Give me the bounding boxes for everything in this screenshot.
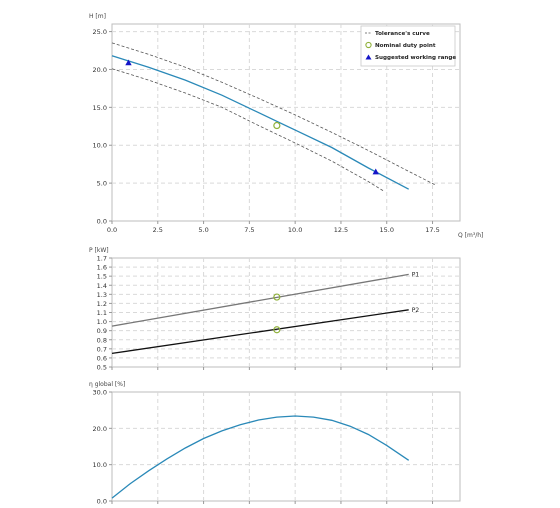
y-axis-label: η global [%]	[89, 381, 125, 388]
working-range-marker	[125, 59, 132, 66]
y-tick-label: 0.5	[97, 364, 107, 372]
duty-point-marker	[273, 121, 281, 130]
y-tick-label: 0.8	[97, 336, 107, 344]
y-tick-label: 1.0	[97, 318, 107, 326]
duty-point-marker	[273, 326, 281, 334]
chart-3: 0.0 10.0 20.0 30.0η global [%]	[89, 381, 461, 506]
y-tick-label: 0.0	[97, 218, 107, 226]
y-tick-label: 10.0	[93, 142, 107, 150]
x-tick-label: 10.0	[288, 226, 302, 234]
y-tick-label: 15.0	[93, 104, 107, 112]
y-tick-label: 0.7	[97, 345, 107, 353]
series-line-1	[111, 273, 409, 327]
duty-point-marker	[273, 293, 281, 301]
x-tick-label: 15.0	[379, 226, 393, 234]
y-axis-label: H [m]	[89, 13, 106, 20]
x-axis-label: Q [m³/h]	[458, 232, 483, 239]
legend-box	[360, 25, 456, 67]
x-tick-label: 0.0	[107, 226, 117, 234]
series-end-label: P1	[412, 271, 420, 278]
y-tick-label: 20.0	[93, 66, 107, 74]
series-line-2	[111, 42, 437, 186]
x-tick-label: 12.5	[334, 226, 348, 234]
y-tick-label: 1.7	[97, 255, 107, 263]
y-tick-label: 0.9	[97, 327, 107, 335]
y-tick-label: 25.0	[93, 28, 107, 36]
y-tick-label: 5.0	[97, 180, 107, 188]
y-tick-label: 30.0	[93, 389, 107, 397]
y-tick-label: 0.6	[97, 354, 107, 362]
x-tick-label: 7.5	[244, 226, 254, 234]
x-tick-label: 2.5	[153, 226, 163, 234]
y-tick-label: 1.4	[97, 282, 107, 290]
y-tick-label: 0.0	[97, 498, 107, 505]
series-end-label: P2	[412, 307, 420, 314]
y-tick-label: 1.3	[97, 291, 107, 299]
y-tick-label: 1.5	[97, 273, 107, 281]
legend-range-swatch	[365, 54, 372, 60]
legend-range-label: Suggested working range	[375, 55, 456, 61]
legend-duty-swatch	[365, 41, 372, 49]
chart-1: 0.0 5.0 10.0 15.0 20.0 25.0 H [m] 0.0 2.5 5.0 7.5 1…	[89, 13, 483, 239]
plot-frame	[111, 391, 461, 502]
working-range-marker	[372, 168, 379, 175]
series-line-1	[111, 55, 410, 190]
x-tick-label: 17.5	[425, 226, 439, 234]
y-tick-label: 20.0	[93, 425, 107, 433]
legend: Tolerance's curve Nominal duty point Sugge…	[360, 25, 456, 67]
legend-tolerance-label: Tolerance's curve	[375, 31, 430, 37]
legend-duty-label: Nominal duty point	[375, 43, 436, 49]
y-tick-label: 1.1	[97, 309, 107, 317]
series-line-2	[111, 309, 409, 355]
series-line-3	[111, 68, 384, 192]
y-tick-label: 10.0	[93, 461, 107, 469]
chart-2: 0.50.60.70.80.91.01.11.21.31.41.51.61.7P…	[89, 247, 461, 372]
series-line-1	[111, 415, 410, 499]
y-axis-label: P [kW]	[89, 247, 109, 254]
y-tick-label: 1.6	[97, 264, 107, 272]
y-tick-label: 1.2	[97, 300, 107, 308]
x-tick-label: 5.0	[198, 226, 208, 234]
